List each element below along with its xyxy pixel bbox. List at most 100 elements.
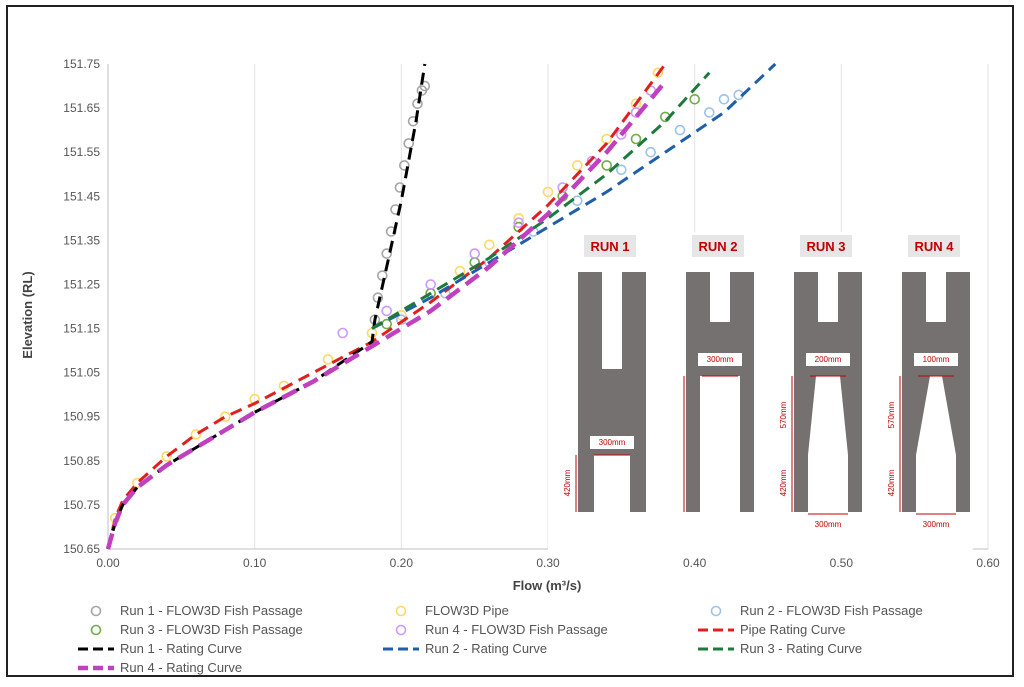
dim-height-upper: 570mm (779, 401, 788, 428)
legend-label: Run 1 - Rating Curve (120, 641, 242, 656)
dim-top-box (914, 353, 958, 366)
data-point (483, 239, 495, 251)
figure-frame: 0.00 0.10 0.20 0.30 0.40 0.50 0.60 150.65 150.75… (6, 5, 1014, 677)
inset-run-2: RUN 2 300mm (683, 235, 754, 512)
data-point (645, 146, 657, 158)
dim-top-box (590, 436, 634, 449)
dim-top-width: 200mm (815, 355, 842, 364)
y-tick-label: 151.65 (63, 101, 100, 115)
legend-item: Run 2 - FLOW3D Fish Passage (710, 603, 923, 618)
x-tick-label: 0.10 (243, 556, 267, 570)
legend-marker (395, 605, 407, 617)
data-point (674, 124, 686, 136)
culvert-opening (808, 376, 848, 512)
dim-top-width: 300mm (599, 438, 626, 447)
data-point (652, 67, 664, 79)
y-tick-label: 151.55 (63, 145, 100, 159)
data-point (403, 138, 415, 149)
dim-bottom-width: 300mm (815, 520, 842, 529)
y-tick-label: 150.65 (63, 542, 100, 556)
inset-run-1: RUN 1 300mm 420mm (563, 235, 646, 512)
legend-label: Pipe Rating Curve (740, 622, 846, 637)
legend-marker (395, 624, 407, 636)
culvert-slot (926, 272, 946, 322)
series-run-1-rating-curve (106, 63, 427, 550)
data-point (469, 248, 481, 259)
data-point (381, 248, 393, 259)
data-point (419, 80, 431, 92)
data-point (322, 354, 334, 365)
tick-labels: 0.00 0.10 0.20 0.30 0.40 0.50 0.60 150.65 150.75… (63, 57, 1000, 570)
series-run-1-flow3d-fish-passage (369, 80, 431, 326)
legend-item: FLOW3D Pipe (395, 603, 509, 618)
x-tick-label: 0.40 (683, 556, 707, 570)
y-tick-label: 151.35 (63, 233, 100, 247)
series-run-2-rating-curve (371, 62, 777, 330)
data-point (381, 318, 393, 330)
legend-label: Run 1 - FLOW3D Fish Passage (120, 603, 303, 618)
legend-item: Run 1 - FLOW3D Fish Passage (90, 603, 303, 618)
x-axis-label: Flow (m³/s) (513, 578, 582, 593)
dim-bottom-box (914, 517, 958, 530)
y-tick-label: 151.15 (63, 322, 100, 336)
data-point (571, 195, 583, 206)
series-line (105, 80, 668, 550)
data-point (601, 160, 613, 171)
series-line (371, 71, 711, 330)
data-point (161, 451, 172, 462)
dim-height: 420mm (563, 469, 572, 496)
dim-height-lower: 420mm (779, 469, 788, 496)
y-tick-label: 151.45 (63, 189, 100, 203)
run-label: RUN 4 (914, 239, 954, 254)
run-label-box (908, 235, 960, 257)
y-tick-label: 151.05 (63, 366, 100, 380)
dim-top-width: 300mm (707, 355, 734, 364)
dim-top-width: 100mm (923, 355, 950, 364)
inset-run-3: RUN 3 200mm 570mm 420mm 300mm (779, 235, 862, 530)
culvert-slot (602, 272, 622, 369)
data-point (337, 327, 349, 339)
culvert-opening (700, 376, 740, 512)
legend-item: Run 2 - Rating Curve (383, 641, 547, 656)
data-point (718, 94, 730, 105)
y-tick-label: 151.25 (63, 277, 100, 291)
data-point (398, 160, 410, 171)
run-label-box (692, 235, 744, 257)
run-label-box (800, 235, 852, 257)
culvert-slot (818, 272, 838, 322)
series-run-3-rating-curve (371, 71, 711, 330)
data-point (412, 98, 423, 109)
data-point (601, 133, 613, 145)
legend-label: Run 4 - FLOW3D Fish Passage (425, 622, 608, 637)
data-point (630, 133, 642, 145)
series-run-4-rating-curve (105, 80, 668, 550)
legend-marker (90, 624, 102, 636)
culvert-opening (916, 376, 956, 512)
rating-curve-chart: 0.00 0.10 0.20 0.30 0.40 0.50 0.60 150.65 150.75… (20, 57, 1000, 675)
y-tick-label: 150.85 (63, 454, 100, 468)
y-axis-label: Elevation (RL) (20, 271, 35, 358)
data-point (381, 305, 393, 317)
legend-label: Run 2 - FLOW3D Fish Passage (740, 603, 923, 618)
series-pipe-rating-curve (106, 63, 667, 550)
legend-item: Run 1 - Rating Curve (78, 641, 242, 656)
legend-label: Run 2 - Rating Curve (425, 641, 547, 656)
legend-label: Run 4 - Rating Curve (120, 660, 242, 675)
data-point (615, 164, 627, 176)
run-label: RUN 1 (590, 239, 629, 254)
legend-item: Run 4 - Rating Curve (78, 660, 242, 675)
inset-run-4: RUN 4 100mm 570mm 420mm 300mm (887, 235, 970, 530)
x-tick-label: 0.00 (96, 556, 120, 570)
legend-item: Pipe Rating Curve (698, 622, 846, 637)
dim-bottom-box (806, 517, 850, 530)
dim-bottom-width: 300mm (923, 520, 950, 529)
data-point (513, 217, 525, 228)
y-tick-label: 150.95 (63, 410, 100, 424)
legend-label: Run 3 - Rating Curve (740, 641, 862, 656)
legend-label: FLOW3D Pipe (425, 603, 509, 618)
series-layer (105, 62, 777, 550)
data-point (220, 411, 231, 423)
x-tick-label: 0.60 (976, 556, 1000, 570)
data-point (557, 182, 569, 193)
series-line (106, 63, 667, 550)
